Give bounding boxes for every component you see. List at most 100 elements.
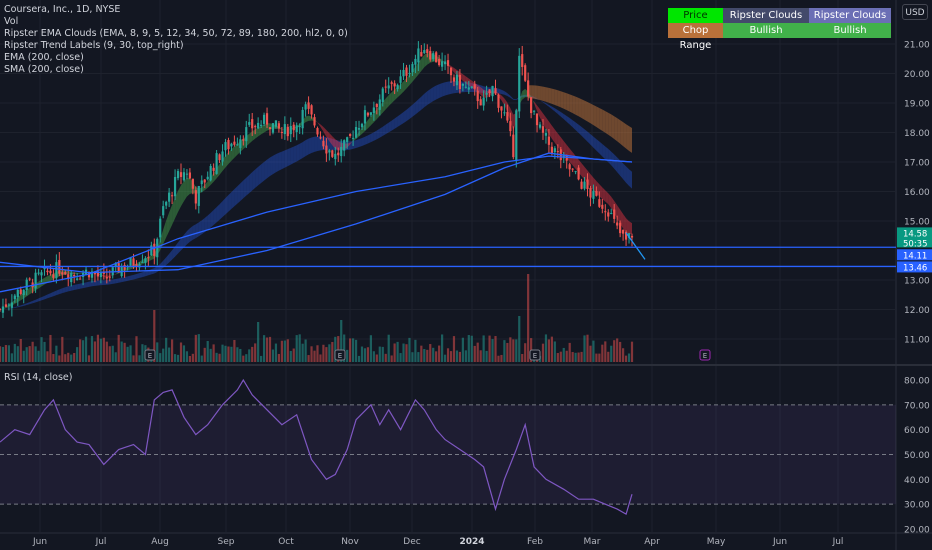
volume-bar <box>230 346 233 362</box>
volume-bar <box>209 348 212 362</box>
volume-bar <box>411 352 414 362</box>
time-tick-label: May <box>707 537 726 547</box>
volume-bar <box>271 349 275 362</box>
ema-cloud-72-89 <box>605 111 609 135</box>
volume-bar <box>274 343 278 362</box>
ema-cloud-34-50 <box>554 108 558 115</box>
volume-bar <box>221 344 224 362</box>
rsi-tick-label: 70.00 <box>904 401 930 411</box>
earnings-marker[interactable]: E <box>529 349 541 361</box>
volume-bar <box>239 348 242 362</box>
ema-cloud-34-50 <box>551 106 555 112</box>
candle-body <box>239 139 242 148</box>
volume-bar <box>476 342 479 362</box>
volume-bar <box>159 353 162 362</box>
candle-body <box>4 304 8 307</box>
ema-200-line <box>0 155 633 293</box>
ema-cloud-34-50 <box>26 302 30 306</box>
ema-cloud-34-50 <box>160 260 164 271</box>
volume-bar <box>455 350 459 362</box>
ema-cloud-34-50 <box>412 102 416 117</box>
earnings-marker[interactable]: E <box>334 349 346 361</box>
volume-bar <box>7 345 11 362</box>
ema-cloud-5-12 <box>534 101 538 112</box>
earnings-marker[interactable]: E <box>144 349 156 361</box>
candle-body <box>87 272 91 278</box>
ema-legend[interactable]: EMA (200, close) <box>4 52 84 63</box>
ema-cloud-5-12 <box>400 81 404 95</box>
price-axis: 21.00 20.00 19.00 18.00 17.00 16.00 15.00 13.00… <box>904 41 930 346</box>
candle-body <box>135 264 138 267</box>
symbol-title[interactable]: Coursera, Inc., 1D, NYSE <box>4 4 121 15</box>
rsi-tick-label: 30.00 <box>904 501 930 511</box>
ema-cloud-34-50 <box>124 276 128 282</box>
ema-cloud-34-50 <box>44 294 48 300</box>
trend-labels-legend[interactable]: Ripster Trend Labels (9, 30, top_right) <box>4 40 184 51</box>
volume-bar <box>319 354 322 362</box>
candle-body <box>390 82 393 84</box>
ema-cloud-34-50 <box>563 113 567 122</box>
volume-bar <box>325 347 328 362</box>
volume-bar <box>624 355 628 362</box>
ema-cloud-34-50 <box>207 212 211 230</box>
volume-bar <box>509 337 512 362</box>
ema-cloud-34-50 <box>433 85 437 102</box>
ema-cloud-5-12 <box>148 255 152 262</box>
ema-cloud-34-50 <box>581 126 585 139</box>
sma-legend[interactable]: SMA (200, close) <box>4 64 84 75</box>
candle-body <box>402 70 405 77</box>
volume-bar <box>482 335 485 362</box>
rsi-legend[interactable]: RSI (14, close) <box>4 372 73 383</box>
candle-body <box>61 272 64 275</box>
candle-body <box>25 279 28 291</box>
candle-body <box>19 289 22 294</box>
ema-cloud-34-50 <box>186 228 190 245</box>
volume-bar <box>108 346 111 362</box>
volume-bar <box>604 341 607 362</box>
candle-body <box>203 179 206 183</box>
ema-cloud-34-50 <box>445 81 449 96</box>
candle-body <box>298 126 301 128</box>
ema-cloud-34-50 <box>17 305 21 308</box>
currency-button[interactable]: USD <box>902 4 928 20</box>
time-tick-label: Jun <box>772 537 787 547</box>
volume-bar <box>236 347 239 362</box>
candle-body <box>90 271 94 278</box>
candle-body <box>316 128 319 135</box>
ema-clouds-legend[interactable]: Ripster EMA Clouds (EMA, 8, 9, 5, 12, 34… <box>4 28 348 39</box>
ema-cloud-72-89 <box>590 103 594 126</box>
time-tick-label: Oct <box>278 537 294 547</box>
candle-body <box>610 212 613 214</box>
volume-bar <box>251 346 254 362</box>
earnings-marker[interactable]: E <box>699 349 711 361</box>
ema-cloud-5-12 <box>169 204 173 232</box>
ema-cloud-34-50 <box>439 83 443 98</box>
candle-body <box>595 190 598 196</box>
volume-bar <box>313 350 316 362</box>
volume-bar <box>138 355 141 362</box>
ema-cloud-72-89 <box>557 90 561 108</box>
volume-legend[interactable]: Vol <box>4 16 19 27</box>
volume-bar <box>215 352 218 362</box>
ema-cloud-34-50 <box>136 273 140 279</box>
ema-cloud-5-12 <box>305 115 309 123</box>
ema-cloud-34-50 <box>195 222 199 239</box>
svg-text:14.58: 14.58 <box>903 229 927 239</box>
candle-body <box>443 61 447 65</box>
volume-bar <box>349 338 352 362</box>
volume-bar <box>607 351 610 362</box>
volume-bar <box>25 347 28 362</box>
volume-bar <box>331 341 334 362</box>
ema-cloud-34-50 <box>29 300 33 305</box>
candle-body <box>530 97 533 114</box>
time-tick-label: 2024 <box>459 537 484 547</box>
candle-body <box>512 134 515 158</box>
candle-body <box>64 272 67 275</box>
ema-cloud-34-50 <box>38 297 42 302</box>
ema-cloud-72-89 <box>614 116 618 142</box>
volume-bar <box>316 345 319 362</box>
ema-cloud-5-12 <box>593 177 597 194</box>
ema-cloud-5-12 <box>77 272 81 274</box>
candle-body <box>129 257 132 266</box>
